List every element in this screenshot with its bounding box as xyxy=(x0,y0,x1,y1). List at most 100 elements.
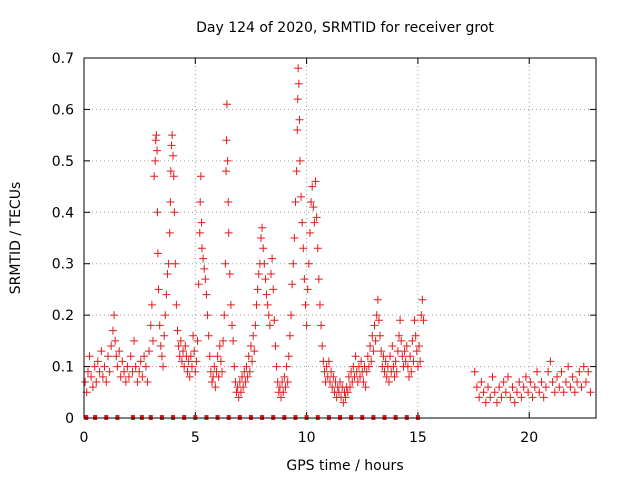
data-point xyxy=(85,352,94,361)
data-point xyxy=(327,367,336,376)
data-point xyxy=(284,352,293,361)
data-point xyxy=(309,203,318,212)
data-point xyxy=(150,172,159,181)
data-point xyxy=(307,198,316,206)
data-point xyxy=(581,378,590,386)
data-point xyxy=(123,362,132,371)
data-point xyxy=(287,311,296,320)
data-point xyxy=(92,378,101,386)
data-point xyxy=(384,378,393,386)
data-point xyxy=(187,362,196,371)
data-point xyxy=(419,316,428,325)
data-point xyxy=(285,331,294,340)
data-point xyxy=(279,388,288,397)
data-point xyxy=(584,367,593,376)
data-point xyxy=(486,393,495,402)
data-point xyxy=(222,100,231,109)
data-point xyxy=(213,352,222,361)
data-point xyxy=(192,357,201,366)
data-point xyxy=(553,372,562,381)
data-point xyxy=(171,259,180,268)
data-point xyxy=(390,372,399,381)
data-point xyxy=(193,336,202,345)
data-point xyxy=(299,244,308,253)
data-point xyxy=(515,378,524,386)
y-tick-label: 0 xyxy=(65,411,74,427)
data-point xyxy=(411,331,420,340)
y-axis-label: SRMTID / TECUs xyxy=(8,182,24,295)
data-point xyxy=(290,234,299,242)
data-point xyxy=(130,336,139,345)
data-point xyxy=(140,352,149,361)
data-point xyxy=(153,208,162,217)
data-point xyxy=(398,352,407,361)
data-point xyxy=(343,388,352,397)
data-point xyxy=(377,347,386,356)
data-point xyxy=(575,367,584,376)
data-point xyxy=(561,378,570,386)
data-point xyxy=(539,393,548,402)
data-point xyxy=(305,228,314,237)
data-point xyxy=(559,388,568,397)
y-tick-label: 0.1 xyxy=(52,360,74,376)
data-point xyxy=(506,393,515,402)
data-point xyxy=(291,198,300,206)
data-point xyxy=(357,357,366,366)
data-point xyxy=(196,172,205,181)
data-point xyxy=(176,336,185,345)
data-point xyxy=(93,357,102,366)
data-point xyxy=(524,388,533,397)
data-point xyxy=(535,388,544,397)
data-point xyxy=(339,398,348,407)
data-point xyxy=(216,357,225,366)
data-point xyxy=(303,285,312,294)
data-point xyxy=(272,362,281,371)
data-point xyxy=(191,367,200,376)
data-point xyxy=(394,331,403,340)
data-point xyxy=(361,383,370,392)
data-point xyxy=(570,388,579,397)
data-point xyxy=(102,378,111,386)
data-point xyxy=(336,378,344,386)
data-point xyxy=(133,378,142,386)
data-point xyxy=(324,357,333,366)
data-point xyxy=(314,275,323,284)
data-point xyxy=(308,182,317,191)
data-point xyxy=(108,326,117,335)
data-point xyxy=(528,393,537,402)
data-point xyxy=(251,321,260,330)
data-point xyxy=(412,347,421,356)
data-point xyxy=(477,378,486,386)
data-point xyxy=(204,331,213,340)
data-point xyxy=(105,367,114,376)
data-point xyxy=(151,156,160,165)
data-point xyxy=(416,357,425,366)
data-point xyxy=(223,156,232,165)
data-point xyxy=(373,295,382,304)
data-point xyxy=(246,342,255,350)
data-point xyxy=(214,372,223,381)
data-point xyxy=(202,290,211,299)
data-point xyxy=(162,290,171,299)
data-point xyxy=(135,367,144,376)
data-point xyxy=(160,331,169,340)
data-point xyxy=(163,270,172,278)
data-point xyxy=(199,254,208,263)
data-point xyxy=(393,347,402,356)
data-point xyxy=(180,362,189,371)
data-point xyxy=(410,316,419,325)
data-point xyxy=(381,357,390,366)
data-point xyxy=(112,352,121,361)
data-point xyxy=(304,259,313,268)
grid-lines xyxy=(84,58,596,418)
data-point xyxy=(115,347,124,356)
data-point xyxy=(243,372,252,381)
data-point xyxy=(126,352,135,361)
data-point xyxy=(253,285,262,294)
data-point xyxy=(263,300,272,309)
data-point xyxy=(262,290,271,299)
data-point xyxy=(195,228,204,237)
data-point xyxy=(118,357,127,366)
data-point xyxy=(210,362,219,371)
data-point xyxy=(175,352,184,361)
